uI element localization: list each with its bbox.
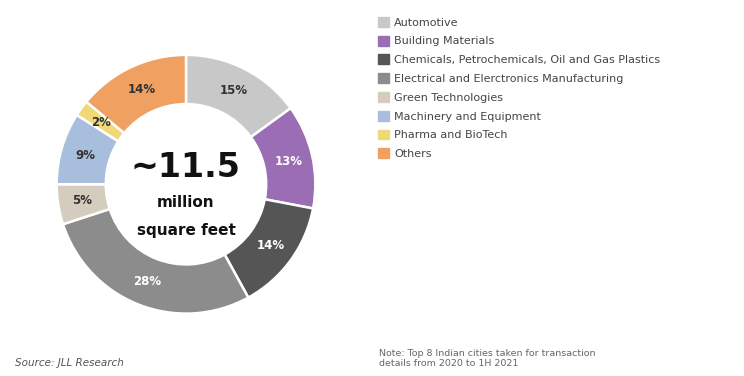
Wedge shape: [251, 108, 315, 208]
Text: million: million: [157, 195, 215, 210]
Wedge shape: [186, 55, 291, 137]
Text: ~11.5: ~11.5: [131, 151, 241, 184]
Wedge shape: [225, 199, 313, 297]
Wedge shape: [63, 209, 248, 314]
Text: square feet: square feet: [137, 223, 235, 238]
Text: 2%: 2%: [92, 116, 111, 129]
Text: Note: Top 8 Indian cities taken for transaction
details from 2020 to 1H 2021: Note: Top 8 Indian cities taken for tran…: [379, 349, 596, 368]
Wedge shape: [77, 102, 124, 141]
Text: 9%: 9%: [75, 149, 95, 162]
Text: Source: JLL Research: Source: JLL Research: [15, 358, 124, 368]
Wedge shape: [57, 115, 118, 184]
Text: 28%: 28%: [133, 275, 161, 288]
Text: 5%: 5%: [72, 194, 92, 207]
Text: 14%: 14%: [127, 83, 155, 96]
Text: 14%: 14%: [257, 239, 285, 252]
Wedge shape: [86, 55, 186, 133]
Text: 15%: 15%: [219, 84, 248, 97]
Text: 13%: 13%: [275, 155, 302, 168]
Wedge shape: [57, 184, 109, 224]
Legend: Automotive, Building Materials, Chemicals, Petrochemicals, Oil and Gas Plastics,: Automotive, Building Materials, Chemical…: [377, 17, 661, 159]
